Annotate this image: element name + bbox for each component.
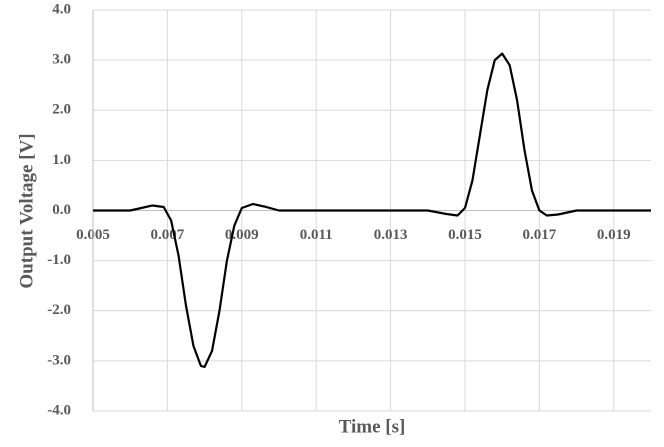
y-tick-label: 3.0 [52,52,71,68]
y-tick-label: -3.0 [47,352,71,368]
y-tick-label: -4.0 [47,402,71,418]
x-tick-label: 0.013 [374,227,408,243]
y-tick-label: -2.0 [47,302,71,318]
x-axis-label: Time [s] [339,416,406,437]
y-tick-label: -1.0 [47,252,71,268]
x-tick-label: 0.009 [225,227,259,243]
x-tick-label: 0.019 [597,227,631,243]
x-tick-label: 0.007 [151,227,185,243]
y-tick-label: 2.0 [52,102,71,118]
data-line [93,52,651,368]
x-tick-label: 0.017 [523,227,557,243]
y-tick-label: 1.0 [52,152,71,168]
x-tick-label: 0.015 [448,227,482,243]
y-axis-label: Output Voltage [V] [16,133,37,288]
y-tick-label: 0.0 [52,202,71,218]
x-tick-label: 0.011 [300,227,333,243]
y-tick-label: 4.0 [52,1,71,17]
